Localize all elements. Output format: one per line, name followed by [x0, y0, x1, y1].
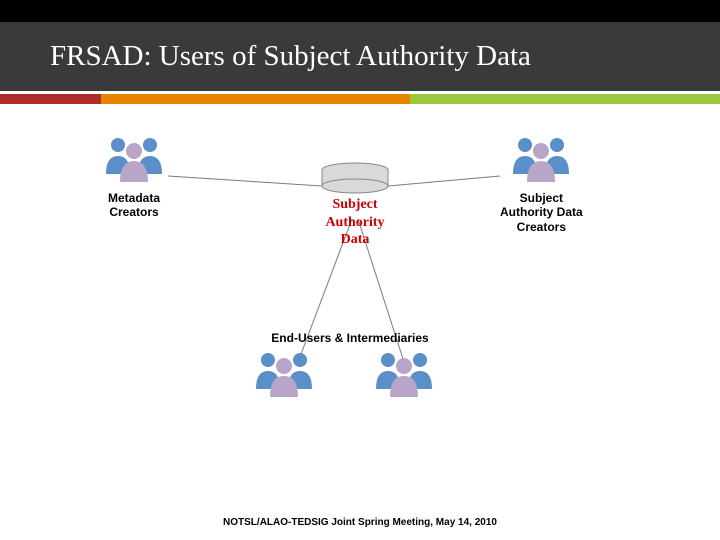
- bar-segment-green: [410, 94, 720, 104]
- people-icon: [250, 349, 318, 397]
- label-line: Subject: [520, 191, 563, 205]
- label-line: Authority Data: [500, 205, 583, 219]
- slide-footer: NOTSL/ALAO-TEDSIG Joint Spring Meeting, …: [0, 517, 720, 528]
- center-label: Subject Authority Data: [320, 196, 390, 249]
- line-sad-to-center: [388, 176, 500, 186]
- accent-color-bar: [0, 94, 720, 104]
- line-metadata-to-center: [168, 176, 322, 186]
- node-label: Metadata Creators: [100, 191, 168, 220]
- node-metadata-creators: Metadata Creators: [100, 134, 168, 220]
- node-center-subject-authority-data: Subject Authority Data: [320, 162, 390, 249]
- end-users-label-wrap: End-Users & Intermediaries: [230, 327, 470, 345]
- people-icon: [370, 349, 438, 397]
- node-end-users-right: [370, 349, 438, 402]
- slide-title: FRSAD: Users of Subject Authority Data: [50, 40, 720, 73]
- node-end-users-left: [250, 349, 318, 402]
- top-black-band: [0, 0, 720, 22]
- label-line: Authority: [325, 215, 384, 230]
- node-label: Subject Authority Data Creators: [500, 191, 583, 234]
- label-line: Subject: [332, 197, 377, 212]
- label-line: Metadata: [108, 191, 160, 205]
- node-sad-creators: Subject Authority Data Creators: [500, 134, 583, 234]
- label-line: Data: [341, 232, 370, 247]
- label-line: Creators: [517, 220, 566, 234]
- people-icon: [507, 134, 575, 182]
- bar-segment-orange: [101, 94, 411, 104]
- label-line: Creators: [109, 205, 158, 219]
- diagram-area: Metadata Creators Subject Authority Data…: [0, 104, 720, 484]
- cylinder-icon: [320, 162, 390, 194]
- slide-header: FRSAD: Users of Subject Authority Data: [0, 22, 720, 91]
- bar-segment-red: [0, 94, 101, 104]
- people-icon: [100, 134, 168, 182]
- end-users-label: End-Users & Intermediaries: [230, 331, 470, 345]
